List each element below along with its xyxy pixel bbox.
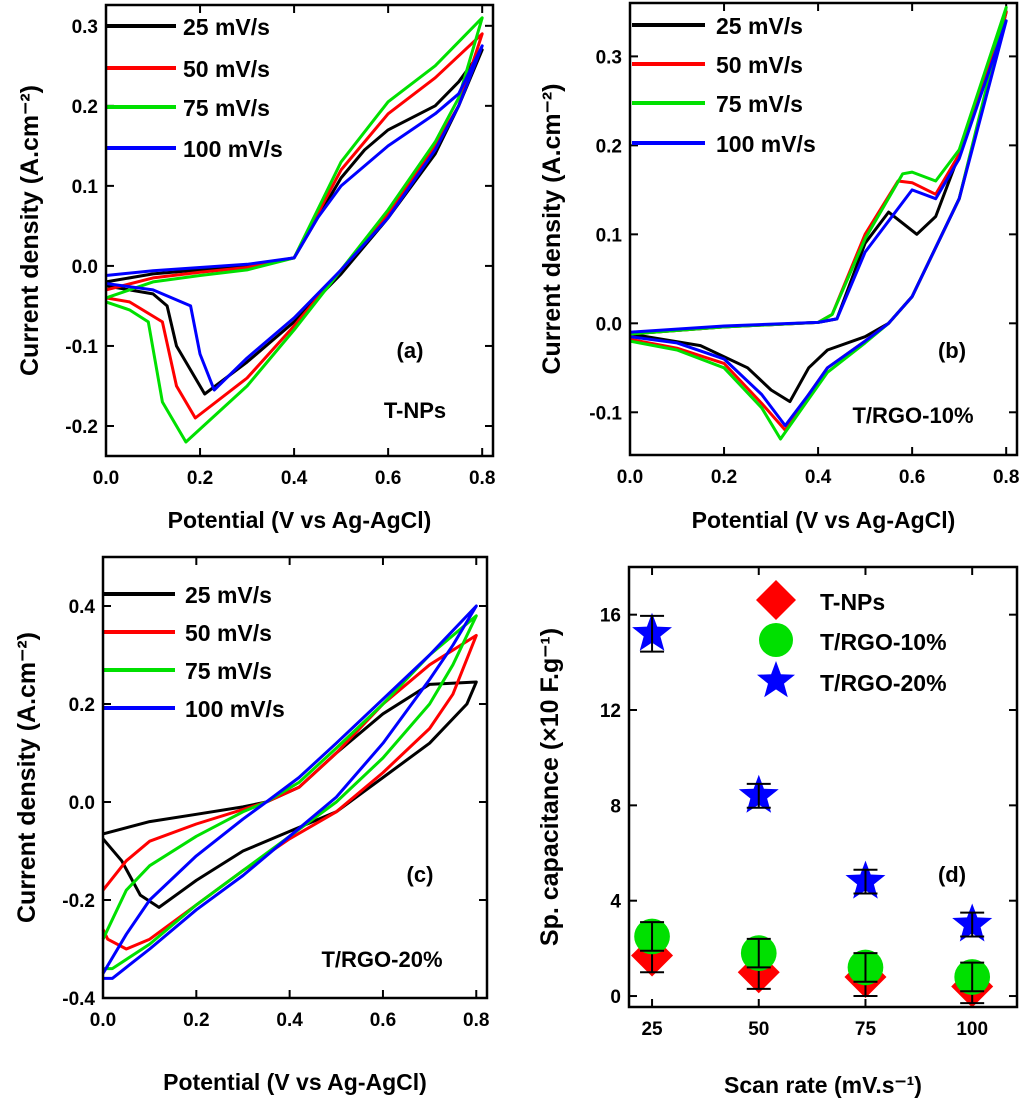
- panel-label: (a): [397, 338, 424, 363]
- y-tick-label: 0.1: [596, 225, 623, 246]
- plot-frame: [104, 3, 495, 458]
- y-tick-label: -0.2: [62, 891, 95, 912]
- legend-label: 75 mV/s: [185, 658, 272, 684]
- y-tick-label: 0.3: [72, 17, 98, 38]
- legend-label: T/RGO-20%: [820, 670, 947, 696]
- y-tick-label: 16: [600, 606, 621, 627]
- x-axis-title: Potential (V vs Ag-AgCl): [163, 1069, 427, 1095]
- legend-marker-diamond: [756, 580, 796, 620]
- x-tick-label: 0.4: [281, 468, 308, 489]
- legend-label: 25 mV/s: [185, 582, 272, 608]
- x-tick-label: 50: [748, 1019, 769, 1040]
- x-tick-label: 0.8: [463, 1010, 489, 1031]
- y-tick-label: -0.1: [65, 337, 98, 358]
- x-tick-label: 0.4: [276, 1010, 303, 1031]
- cv-curve-100-mV-s: [105, 44, 484, 392]
- cv-curve-100-mV-s: [629, 19, 1008, 428]
- x-tick-label: 0.2: [187, 468, 213, 489]
- legend-label: 100 mV/s: [716, 131, 816, 157]
- cv-curve-50-mV-s: [101, 633, 478, 951]
- y-tick-label: 0: [610, 987, 621, 1008]
- plot-frame: [101, 555, 489, 1000]
- x-tick-label: 0.6: [370, 1010, 396, 1031]
- panel-a: 0.0 0.2 0.4 0.6 0.8 -0.2 -0.1 0.0 0.1 0.2 0.3 25 mV…: [16, 3, 495, 533]
- y-tick-label: 0.2: [596, 136, 622, 157]
- legend-label: 50 mV/s: [716, 52, 803, 78]
- x-tick-label: 0.0: [93, 468, 119, 489]
- legend-label: 100 mV/s: [183, 136, 283, 162]
- panel-label: (c): [407, 862, 434, 887]
- x-tick-label: 0.4: [805, 467, 832, 488]
- legend-label: T-NPs: [820, 589, 885, 615]
- x-tick-label: 0.6: [375, 468, 401, 489]
- y-axis-title: Current density (A.cm⁻²): [16, 85, 44, 376]
- x-axis-title: Scan rate (mV.s⁻¹): [724, 1072, 922, 1098]
- y-tick-label: -0.2: [65, 417, 98, 438]
- y-tick-label: 12: [600, 701, 621, 722]
- legend-label: 50 mV/s: [185, 620, 272, 646]
- legend-label: 75 mV/s: [716, 91, 803, 117]
- x-tick-label: 0.8: [993, 467, 1019, 488]
- y-tick-label: 0.0: [69, 793, 95, 814]
- sample-label: T/RGO-20%: [321, 947, 442, 972]
- cv-curve-50-mV-s: [105, 32, 484, 420]
- cv-curve-100-mV-s: [101, 604, 478, 980]
- panel-b: 0.0 0.2 0.4 0.6 0.8 -0.1 0.0 0.1 0.2 0.3 25 mV/s 50…: [538, 1, 1019, 533]
- y-axis-title: Sp. capacitance (×10 F.g⁻¹): [536, 628, 564, 946]
- y-tick-label: 0.2: [72, 97, 98, 118]
- panel-c: 0.0 0.2 0.4 0.6 0.8 -0.4 -0.2 0.0 0.2 0.4 25 mV/s 5…: [13, 555, 489, 1095]
- y-tick-label: 0.3: [596, 47, 622, 68]
- x-tick-label: 0.8: [469, 468, 495, 489]
- y-tick-label: 0.0: [596, 314, 622, 335]
- legend-label: 75 mV/s: [183, 95, 270, 121]
- x-tick-label: 0.0: [617, 467, 643, 488]
- legend-label: 100 mV/s: [185, 696, 285, 722]
- panel-label: (b): [938, 338, 966, 363]
- x-tick-label: 100: [956, 1019, 988, 1040]
- x-tick-label: 75: [855, 1019, 877, 1040]
- cv-curve-25-mV-s: [101, 680, 478, 909]
- x-tick-label: 0.6: [899, 467, 925, 488]
- legend-label: 25 mV/s: [183, 14, 270, 40]
- y-tick-label: 0.0: [72, 257, 98, 278]
- x-tick-label: 0.2: [711, 467, 737, 488]
- panel-label: (d): [938, 862, 966, 887]
- legend-label: T/RGO-10%: [820, 629, 947, 655]
- y-tick-label: 8: [610, 796, 621, 817]
- cv-curve-75-mV-s: [105, 16, 484, 444]
- x-axis-title: Potential (V vs Ag-AgCl): [692, 507, 956, 533]
- legend-label: 50 mV/s: [183, 56, 270, 82]
- y-tick-label: 0.2: [69, 695, 95, 716]
- legend-marker-circle: [759, 623, 793, 657]
- legend-marker-star: [757, 661, 795, 698]
- panel-d: 25 50 75 100 0 4 8 12 16 T-NPs T/RGO-10% T/RGO-20% (…: [536, 565, 1019, 1098]
- cv-curve-25-mV-s: [105, 48, 484, 396]
- x-tick-label: 25: [641, 1019, 663, 1040]
- x-tick-label: 0.0: [90, 1010, 116, 1031]
- sample-label: T-NPs: [384, 398, 446, 423]
- y-tick-label: -0.4: [62, 989, 95, 1010]
- x-axis-title: Potential (V vs Ag-AgCl): [168, 507, 432, 533]
- legend-label: 25 mV/s: [716, 13, 803, 39]
- y-tick-label: 0.4: [69, 597, 96, 618]
- y-tick-label: -0.1: [589, 403, 622, 424]
- cv-curve-75-mV-s: [629, 5, 1008, 441]
- sample-label: T/RGO-10%: [852, 403, 973, 428]
- y-axis-title: Current density (A.cm⁻²): [13, 632, 41, 923]
- y-tick-label: 4: [610, 892, 621, 913]
- plot-frame: [628, 1, 1019, 457]
- x-tick-label: 0.2: [183, 1010, 209, 1031]
- y-axis-title: Current density (A.cm⁻²): [538, 83, 566, 374]
- plot-frame: [627, 565, 1019, 1009]
- y-tick-label: 0.1: [72, 177, 99, 198]
- cv-curve-75-mV-s: [101, 614, 478, 971]
